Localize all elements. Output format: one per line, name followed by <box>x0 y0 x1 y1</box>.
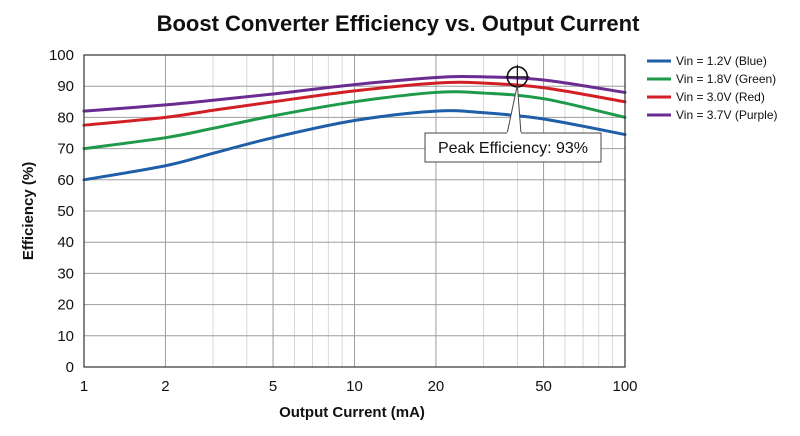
y-tick-label: 50 <box>57 203 74 220</box>
x-tick-label: 20 <box>428 378 445 395</box>
y-axis-label: Efficiency (%) <box>20 162 37 260</box>
x-tick-label: 10 <box>346 378 363 395</box>
x-tick-label: 1 <box>80 378 88 395</box>
series-line-3 <box>82 80 627 127</box>
x-axis-label: Output Current (mA) <box>279 404 425 421</box>
legend-label: Vin = 3.7V (Purple) <box>676 108 778 122</box>
y-tick-label: 60 <box>57 172 74 189</box>
annotation-layer: Peak Efficiency: 93% <box>424 64 602 163</box>
series-line-4 <box>82 75 627 113</box>
x-tick-label: 50 <box>535 378 552 395</box>
x-tick-label: 2 <box>161 378 169 395</box>
annotation-box <box>424 132 602 163</box>
legend: Vin = 1.2V (Blue) Vin = 1.8V (Green) Vin =… <box>647 54 778 122</box>
plot-frame <box>83 54 626 368</box>
axes-layer <box>83 54 626 368</box>
y-tick-label: 0 <box>66 359 74 376</box>
chart-title: Boost Converter Efficiency vs. Output Cu… <box>157 11 641 36</box>
legend-label: Vin = 1.2V (Blue) <box>676 54 767 68</box>
y-tick-label: 70 <box>57 141 74 158</box>
x-tick-label: 5 <box>269 378 277 395</box>
y-tick-label: 10 <box>57 328 74 345</box>
y-tick-label: 90 <box>57 78 74 95</box>
y-tick-label: 80 <box>57 109 74 126</box>
grid-layer <box>83 54 626 368</box>
y-tick-label: 20 <box>57 297 74 314</box>
series-layer <box>82 75 627 182</box>
annotation-text: Peak Efficiency: 93% <box>438 140 588 157</box>
series-line-2 <box>82 90 627 151</box>
y-tick-label: 100 <box>49 47 74 64</box>
legend-label: Vin = 1.8V (Green) <box>676 72 776 86</box>
y-tick-label: 40 <box>57 234 74 251</box>
series-line-1 <box>82 109 627 182</box>
x-tick-label: 100 <box>612 378 637 395</box>
ticks-layer: 0 10 20 30 40 50 60 70 80 90 100 1 2 5 10 20 50 100 <box>49 47 638 395</box>
legend-label: Vin = 3.0V (Red) <box>676 90 765 104</box>
y-tick-label: 30 <box>57 265 74 282</box>
